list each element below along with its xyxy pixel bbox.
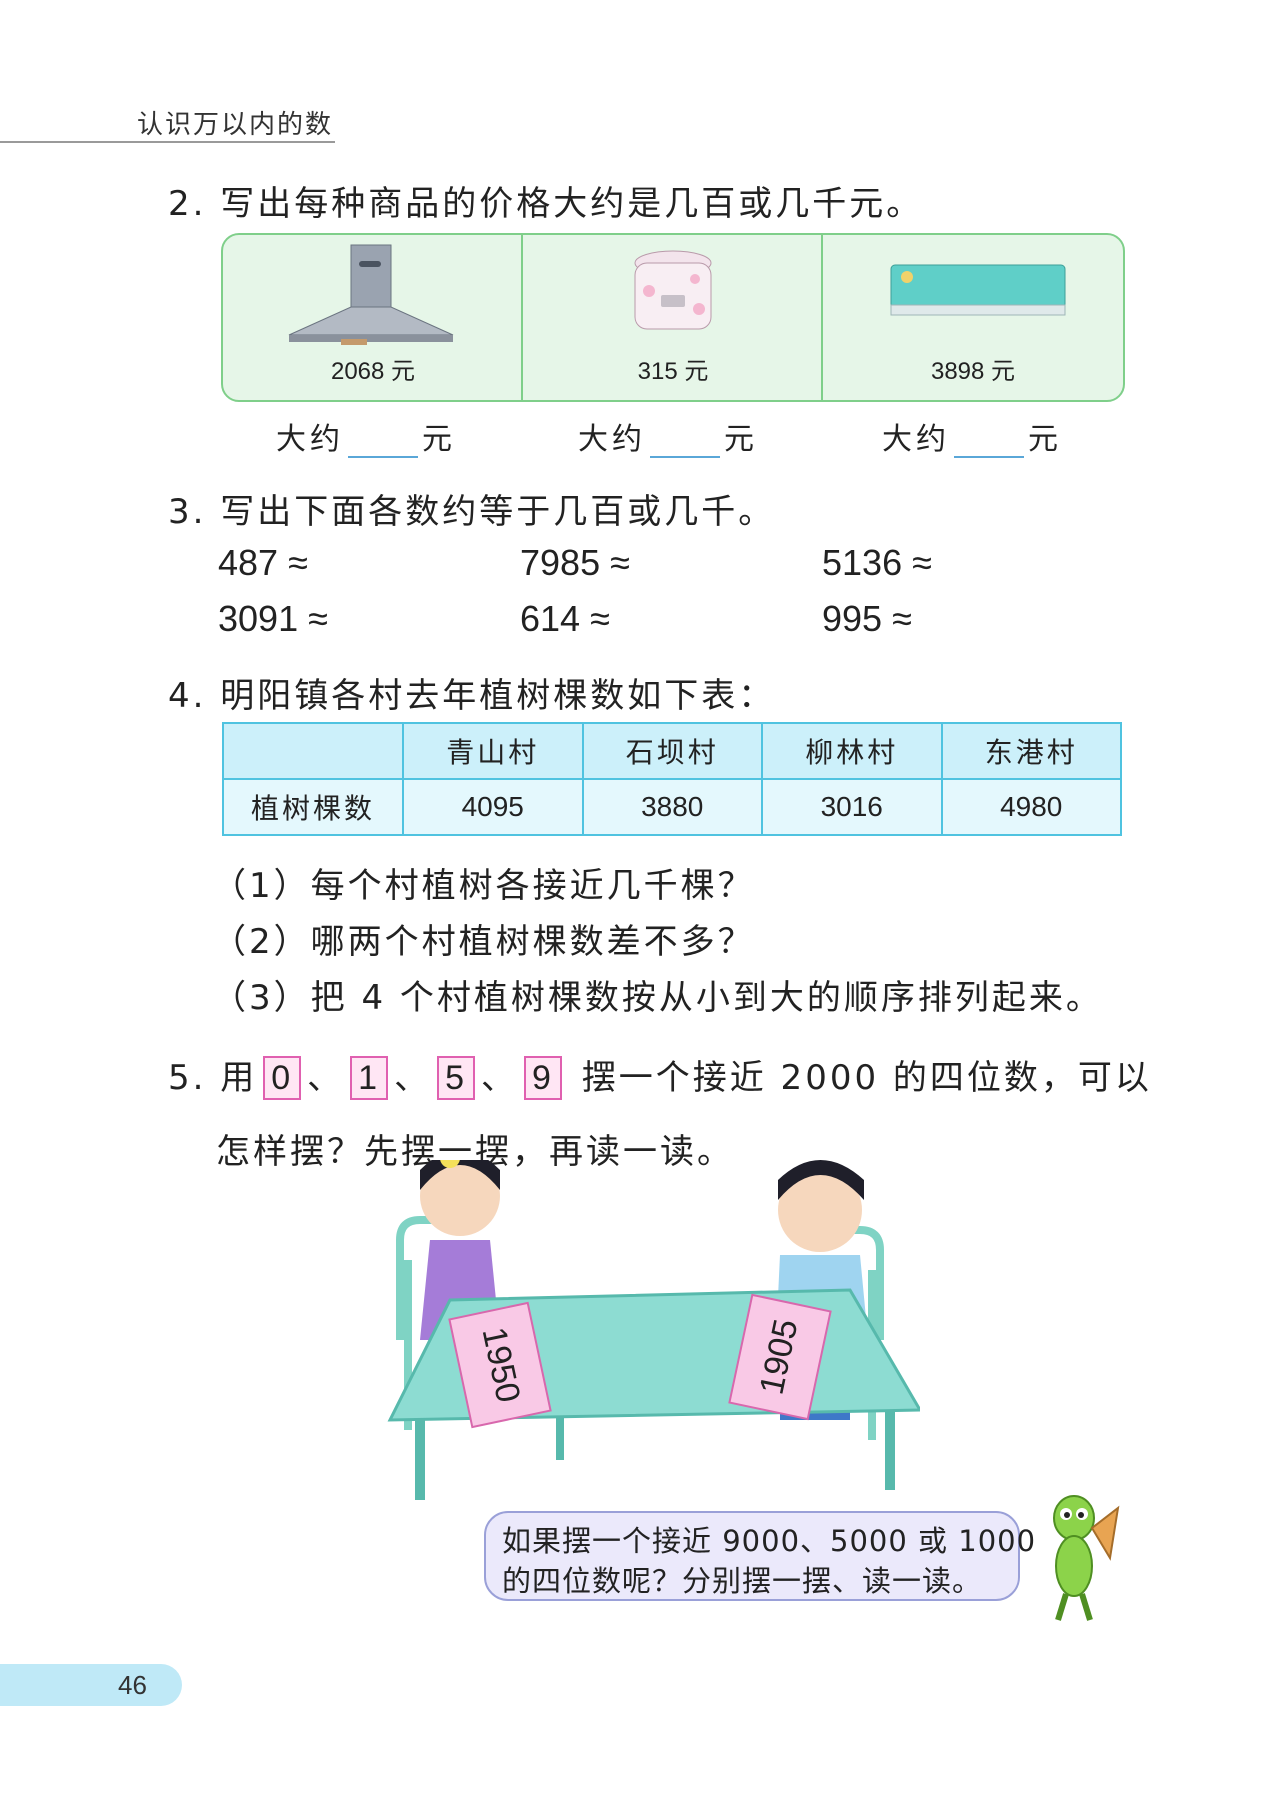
children-table-illustration: 1950 1905 <box>387 1160 920 1500</box>
right-number-cards: 1905 <box>728 1293 832 1421</box>
table-row: 植树棵数 4095 3880 3016 4980 <box>222 778 1122 836</box>
question-3-text: 3. 写出下面各数约等于几百或几千。 <box>168 492 776 532</box>
approx-answer-2: 大约 元 <box>578 414 758 458</box>
table-header-cell: 柳林村 <box>761 722 943 780</box>
table-cell: 3880 <box>581 778 763 836</box>
question-4-text: 4. 明阳镇各村去年植树棵数如下表： <box>168 676 776 716</box>
goods-item-rice-cooker: 315 元 <box>523 235 823 400</box>
goods-divider <box>521 235 523 400</box>
price-range-hood: 2068 元 <box>330 358 416 385</box>
sub-question-2: （2）哪两个村植树棵数差不多？ <box>212 922 755 962</box>
price-air-conditioner: 3898 元 <box>930 358 1016 385</box>
estimate-item: 614 ≈ <box>520 598 610 639</box>
page-number: 46 <box>118 1670 147 1700</box>
table-header-cell <box>222 722 404 780</box>
digit-card: 0 <box>263 1056 302 1100</box>
air-conditioner-icon <box>890 264 1066 316</box>
sub-question-1: （1）每个村植树各接近几千棵？ <box>212 866 755 906</box>
q5-sep: 、 <box>307 1058 345 1098</box>
approx-answer-1: 大约 元 <box>276 414 456 458</box>
approx-label: 大约 <box>578 422 646 457</box>
hint-line-1: 如果摆一个接近 9000、5000 或 1000 <box>502 1524 1037 1558</box>
answer-blank-3[interactable] <box>954 428 1024 458</box>
goods-item-range-hood: 2068 元 <box>223 235 523 400</box>
estimate-item: 995 ≈ <box>822 598 912 639</box>
table-cell: 3016 <box>761 778 943 836</box>
goods-panel: 2068 元 315 元 3898 元 <box>221 233 1125 402</box>
rice-cooker-icon <box>634 250 712 330</box>
approx-label: 大约 <box>276 422 344 457</box>
approx-answer-3: 大约 元 <box>882 414 1062 458</box>
hint-line-2: 的四位数呢？分别摆一摆、读一读。 <box>502 1564 983 1598</box>
answer-blank-1[interactable] <box>348 428 418 458</box>
estimate-item: 487 ≈ <box>218 542 308 583</box>
approx-label: 大约 <box>882 422 950 457</box>
table-header-cell: 青山村 <box>402 722 584 780</box>
q5-rest: 摆一个接近 2000 的四位数，可以 <box>581 1058 1152 1098</box>
left-number-cards: 1950 <box>448 1301 552 1429</box>
pea-mascot-icon <box>1053 1495 1120 1621</box>
table-row-label: 植树棵数 <box>222 778 404 836</box>
estimate-item: 7985 ≈ <box>520 542 630 583</box>
hint-bubble-text: 如果摆一个接近 9000、5000 或 1000 的四位数呢？分别摆一摆、读一读… <box>502 1521 1036 1601</box>
approx-unit: 元 <box>1028 422 1062 457</box>
page-number-tab <box>0 1664 182 1706</box>
price-rice-cooker: 315 元 <box>637 358 709 385</box>
q5-lead: 5. 用 <box>168 1058 258 1098</box>
question-5-line1: 5. 用 0、 1、 5、 9 摆一个接近 2000 的四位数，可以 <box>168 1050 1152 1100</box>
digit-card: 5 <box>437 1056 476 1100</box>
q5-sep: 、 <box>481 1058 519 1098</box>
answer-blank-2[interactable] <box>650 428 720 458</box>
approx-unit: 元 <box>422 422 456 457</box>
goods-item-air-conditioner: 3898 元 <box>823 235 1123 400</box>
table-cell: 4095 <box>402 778 584 836</box>
q5-sep: 、 <box>394 1058 432 1098</box>
estimate-item: 5136 ≈ <box>822 542 932 583</box>
digit-card: 1 <box>350 1056 389 1100</box>
table-cell: 4980 <box>940 778 1122 836</box>
chapter-title: 认识万以内的数 <box>137 110 334 140</box>
question-2-text: 2. 写出每种商品的价格大约是几百或几千元。 <box>168 184 924 224</box>
digit-card: 9 <box>524 1056 562 1100</box>
table-header-cell: 石坝村 <box>581 722 763 780</box>
range-hood-icon <box>288 244 454 345</box>
table-header-cell: 东港村 <box>940 722 1122 780</box>
sub-question-3: （3）把 4 个村植树棵数按从小到大的顺序排列起来。 <box>212 978 1103 1018</box>
header-divider <box>0 141 335 143</box>
approx-unit: 元 <box>724 422 758 457</box>
estimate-item: 3091 ≈ <box>218 598 328 639</box>
tree-planting-table: 青山村 石坝村 柳林村 东港村 植树棵数 4095 3880 3016 4980 <box>222 722 1122 836</box>
hint-bubble <box>484 1511 1020 1601</box>
table-header-row: 青山村 石坝村 柳林村 东港村 <box>222 722 1122 780</box>
goods-divider <box>821 235 823 400</box>
